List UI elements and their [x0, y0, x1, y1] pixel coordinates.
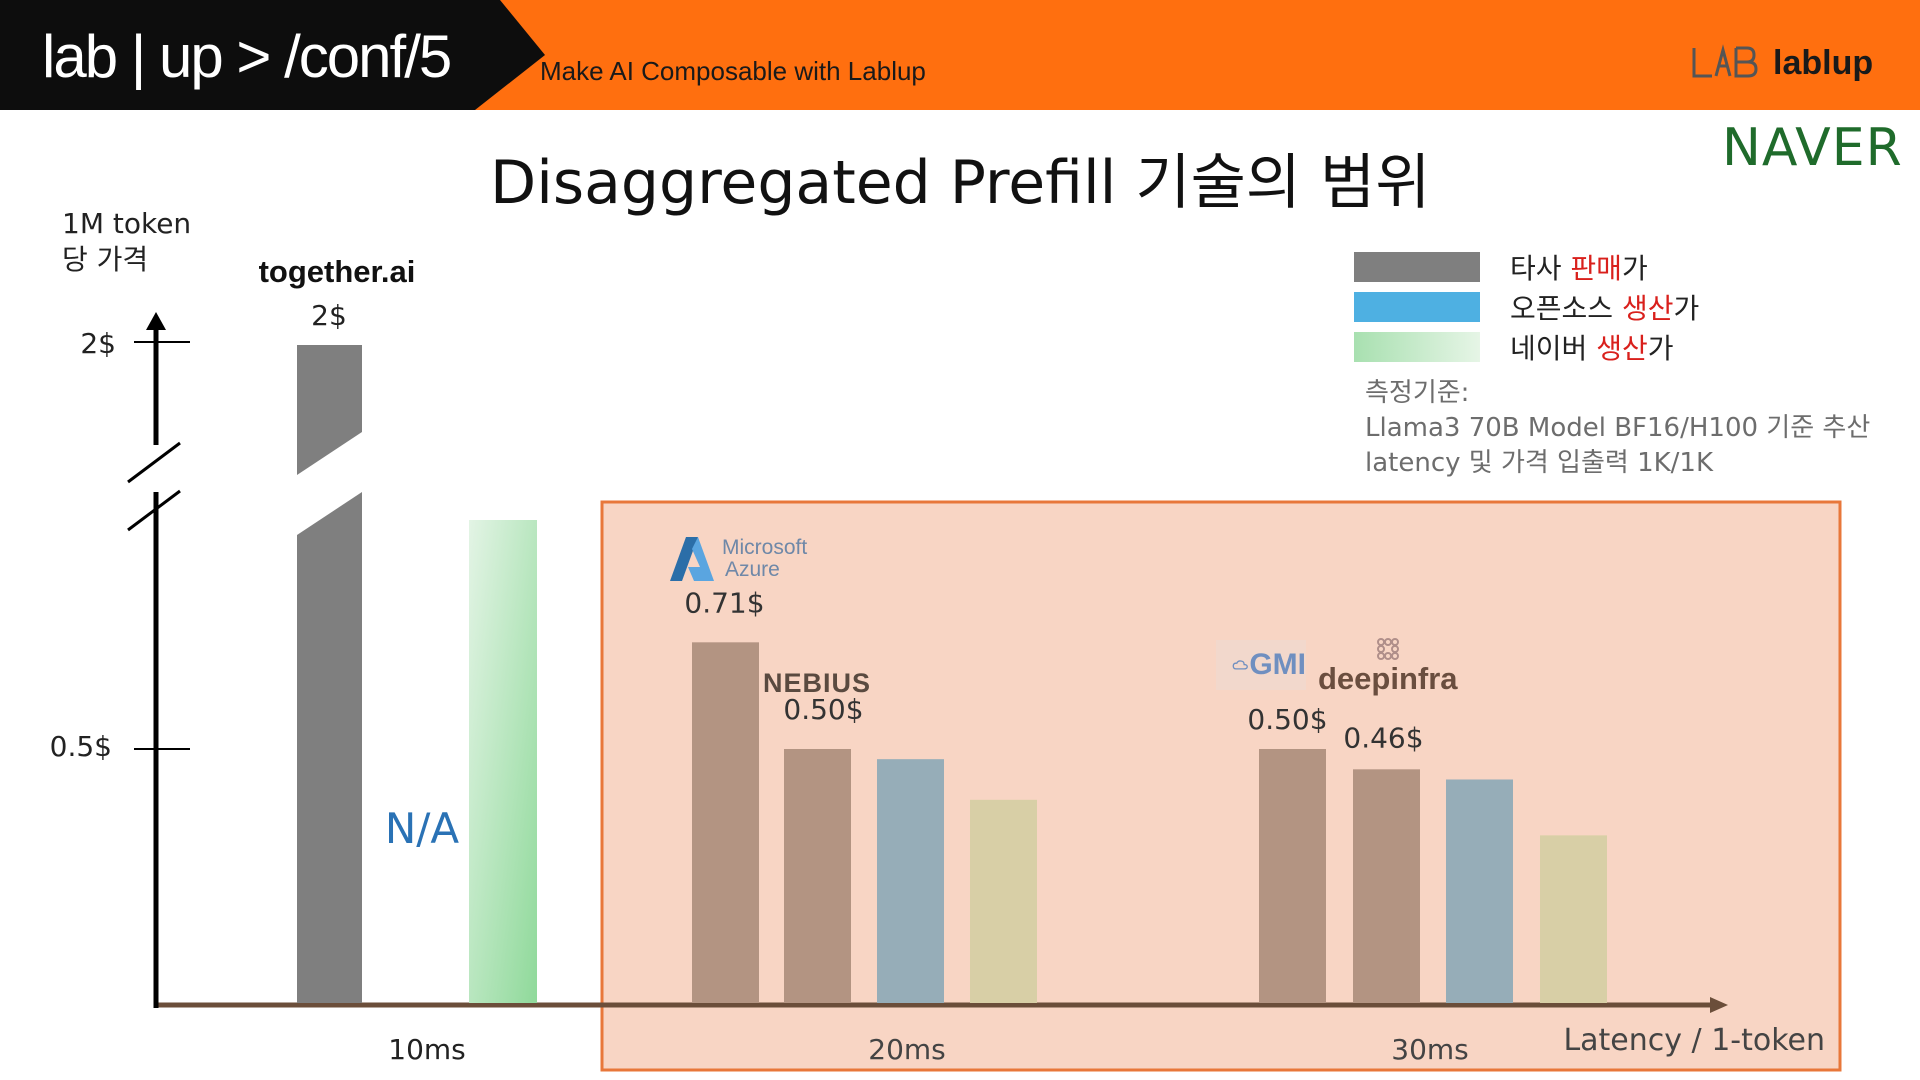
brand-logo: lablup [1690, 42, 1873, 84]
measurement-note: 측정기준: Llama3 70B Model BF16/H100 기준 추산 l… [1365, 376, 1870, 481]
bar-open-20ms [877, 759, 944, 1003]
provider-label-together-ai: together.ai [259, 254, 416, 289]
bar-gmi-30ms [1259, 749, 1326, 1003]
bar-together-ai-lower [297, 492, 362, 1003]
bar-value-label-gmi: 0.50$ [1247, 703, 1327, 736]
bar-naver-30ms [1540, 835, 1607, 1003]
measurement-note-line-1: 측정기준: [1365, 378, 1470, 408]
y-axis-arrow [146, 312, 166, 330]
legend-label-open-1: 오픈소스 [1510, 292, 1622, 325]
measurement-note-line-2: Llama3 70B Model BF16/H100 기준 추산 [1365, 413, 1871, 443]
bar-group-layer: 0.71$ 0.50$ 0.50$ 0.46$ [684, 586, 1607, 1003]
event-logo: lab | up > /conf/5 [42, 23, 452, 90]
provider-logo-azure: Microsoft Azure [668, 535, 807, 583]
provider-logo-nebius: NEBIUS [763, 668, 872, 698]
provider-label-azure-2: Azure [725, 558, 780, 581]
axis-break-mark-2 [127, 489, 181, 532]
legend-label-open-2: 생산 [1621, 292, 1674, 325]
x-tick-label-10ms: 10ms [388, 1033, 466, 1066]
legend-label-other-2: 판매 [1570, 252, 1622, 285]
bar-value-label-deepinfra: 0.46$ [1343, 721, 1423, 754]
provider-label-azure-1: Microsoft [722, 536, 808, 559]
provider-label-azure: Microsoft Azure [722, 537, 807, 581]
y-tick-label-0.5: 0.5$ [50, 730, 112, 763]
y-tick-label-2: 2$ [80, 327, 116, 360]
x-axis-arrow [1710, 997, 1728, 1013]
legend-label-other-1: 타사 [1510, 252, 1571, 285]
x-tick-label-30ms: 30ms [1391, 1033, 1469, 1066]
provider-logo-deepinfra: deepinfra [1318, 635, 1458, 697]
legend-item-naver: 네이버 생산가 [1354, 327, 1699, 367]
bar-value-label-together-ai: 2$ [311, 299, 347, 332]
legend-swatch-open [1354, 292, 1480, 322]
provider-label-deepinfra: deepinfra [1318, 661, 1458, 696]
na-label-naver-10ms: N/A [385, 804, 460, 853]
legend-label-open-3: 가 [1673, 292, 1700, 325]
measurement-note-line-3: latency 및 가격 입출력 1K/1K [1365, 448, 1714, 478]
bar-nebius-20ms [784, 749, 851, 1003]
legend-swatch-naver [1354, 332, 1480, 362]
chart-legend: 타사 판매가 오픈소스 생산가 네이버 생산가 [1354, 247, 1699, 367]
brand-name: lablup [1773, 43, 1874, 82]
bar-microsoft-azure-20ms [692, 642, 759, 1003]
legend-label-other-3: 가 [1621, 252, 1648, 285]
x-tick-label-20ms: 20ms [868, 1033, 946, 1066]
bar-value-label-microsoft-azure: 0.71$ [684, 586, 764, 619]
axis-break-mark-1 [127, 441, 181, 484]
y-axis-title-line-1: 1M token [62, 207, 192, 240]
x-axis-title: Latency / 1-token [1563, 1023, 1825, 1058]
legend-swatch-other [1354, 252, 1480, 282]
legend-label-naver-2: 생산 [1596, 332, 1648, 365]
legend-item-open: 오픈소스 생산가 [1354, 287, 1699, 327]
bar-naver-20ms [970, 799, 1037, 1003]
provider-logo-gmi: GMI [1216, 640, 1306, 690]
provider-label-gmi: GMI [1249, 648, 1306, 681]
y-axis-title-line-2: 당 가격 [62, 243, 149, 276]
page-title: Disaggregated Prefill 기술의 범위 [490, 148, 1431, 218]
legend-item-other: 타사 판매가 [1354, 247, 1699, 287]
bar-open-30ms [1446, 779, 1513, 1003]
event-logo-block [0, 0, 545, 110]
bar-deepinfra-30ms [1353, 769, 1420, 1003]
azure-icon [670, 537, 714, 581]
bar-naver-10ms [469, 520, 537, 1003]
bar-value-label-nebius: 0.50$ [783, 693, 863, 726]
naver-logo: NAVER [1722, 118, 1903, 178]
legend-label-naver-3: 가 [1647, 332, 1674, 365]
lablup-logo-icon [1692, 44, 1758, 78]
gmi-cloud-icon [1232, 660, 1248, 670]
bar-together-ai [297, 345, 362, 475]
event-tagline: Make AI Composable with Lablup [540, 56, 926, 86]
deepinfra-icon [1376, 638, 1399, 660]
legend-label-naver-1: 네이버 [1510, 332, 1597, 365]
y-axis-title: 1M token 당 가격 [62, 206, 191, 278]
